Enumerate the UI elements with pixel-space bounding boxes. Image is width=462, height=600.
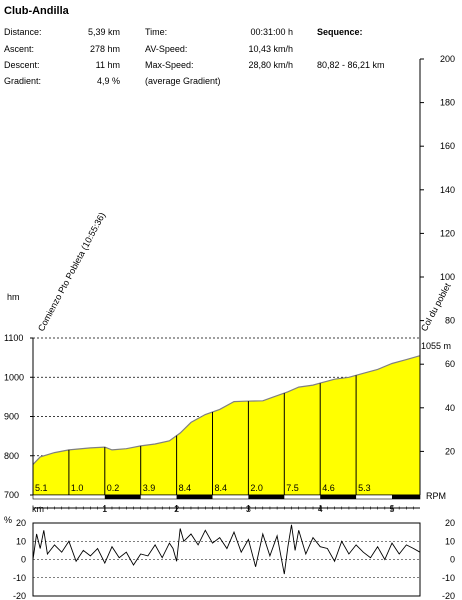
time-label: Time:	[145, 27, 168, 37]
gradient-right-tick-label--10: -10	[442, 573, 455, 583]
gradient-tick-label-0: 0	[21, 555, 26, 565]
gradient-tick-label-10: 10	[16, 536, 26, 546]
end-elevation-label: 1055 m	[421, 341, 451, 351]
segment-gradient-label: 5.1	[35, 483, 48, 493]
rpm-tick-label-140: 140	[440, 185, 455, 195]
avg-gradient-note: (average Gradient)	[145, 76, 221, 86]
gradient-label: Gradient:	[4, 76, 42, 86]
rpm-tick-label-200: 200	[440, 54, 455, 64]
km-scale-bar-dark	[176, 495, 213, 499]
km-scale-bar-dark	[104, 495, 141, 499]
rpm-tick-label-100: 100	[440, 272, 455, 282]
avspeed-label: AV-Speed:	[145, 44, 188, 54]
km-axis-label: km	[32, 504, 44, 514]
km-tick-label-5: 5	[389, 504, 394, 514]
segment-gradient-label: 3.9	[143, 483, 156, 493]
km-scale-bar	[32, 494, 421, 500]
gradient-series-line	[32, 524, 421, 575]
page-title: Club-Andilla	[4, 5, 69, 17]
elevation-line	[32, 355, 421, 465]
time-value: 00:31:00 h	[250, 27, 293, 37]
rpm-tick-label-120: 120	[440, 228, 455, 238]
sequence-value: 80,82 - 86,21 km	[317, 60, 385, 70]
segment-gradient-label: 5.3	[358, 483, 371, 493]
distance-value: 5,39 km	[87, 27, 120, 37]
km-scale-bar-dark	[320, 495, 357, 499]
rpm-tick-label-80: 80	[445, 316, 455, 326]
gradient-right-tick-label-10: 10	[445, 536, 455, 546]
gradient-right-tick-label--20: -20	[442, 591, 455, 600]
gradient-right-tick-label-20: 20	[445, 518, 455, 528]
segment-gradient-label: 2.0	[250, 483, 263, 493]
maxspeed-value: 28,80 km/h	[248, 60, 293, 70]
rpm-axis-label: RPM	[426, 491, 446, 501]
elev-tick-label-800: 800	[4, 451, 19, 461]
segment-gradient-label: 7.5	[286, 483, 299, 493]
elev-tick-label-900: 900	[4, 412, 19, 422]
km-scale-bar-dark	[391, 495, 420, 499]
elev-axis-label: hm	[7, 292, 20, 302]
sequence-label: Sequence:	[317, 27, 363, 37]
elev-tick-label-1100: 1100	[4, 333, 23, 343]
rpm-tick-label-180: 180	[440, 98, 455, 108]
km-tick-label-4: 4	[318, 504, 323, 514]
rpm-tick-label-40: 40	[445, 403, 455, 413]
elev-tick-label-700: 700	[4, 490, 19, 500]
segment-gradient-label: 4.6	[322, 483, 335, 493]
km-scale-bar-dark	[248, 495, 285, 499]
elevation-area	[33, 355, 420, 495]
segment-gradient-label: 1.0	[71, 483, 84, 493]
gradient-value: 4,9 %	[96, 76, 120, 86]
km-tick-label-2: 2	[174, 504, 179, 514]
distance-label: Distance:	[4, 27, 42, 37]
rpm-tick-label-60: 60	[445, 359, 455, 369]
maxspeed-label: Max-Speed:	[145, 60, 194, 70]
rpm-tick-label-20: 20	[445, 446, 455, 456]
descent-value: 11 hm	[95, 60, 120, 70]
ascent-label: Ascent:	[4, 44, 35, 54]
gradient-right-tick-label-0: 0	[450, 555, 455, 565]
segment-gradient-label: 8.4	[214, 483, 227, 493]
ascent-value: 278 hm	[89, 44, 120, 54]
gradient-tick-label--20: -20	[13, 591, 26, 600]
avspeed-value: 10,43 km/h	[248, 44, 293, 54]
rpm-tick-label-160: 160	[440, 141, 455, 151]
segment-gradient-label: 8.4	[179, 483, 192, 493]
segment-gradient-label: 0.2	[107, 483, 120, 493]
gradient-axis-label: %	[4, 515, 12, 525]
waypoint-start-label: Comienzo Pto Pobleta (10:55:36)	[36, 211, 107, 333]
gradient-tick-label-20: 20	[16, 518, 26, 528]
km-tick-label-1: 1	[102, 504, 107, 514]
descent-label: Descent:	[4, 60, 40, 70]
elev-tick-label-1000: 1000	[4, 372, 24, 382]
gradient-tick-label--10: -10	[13, 573, 26, 583]
km-tick-label-3: 3	[246, 504, 251, 514]
